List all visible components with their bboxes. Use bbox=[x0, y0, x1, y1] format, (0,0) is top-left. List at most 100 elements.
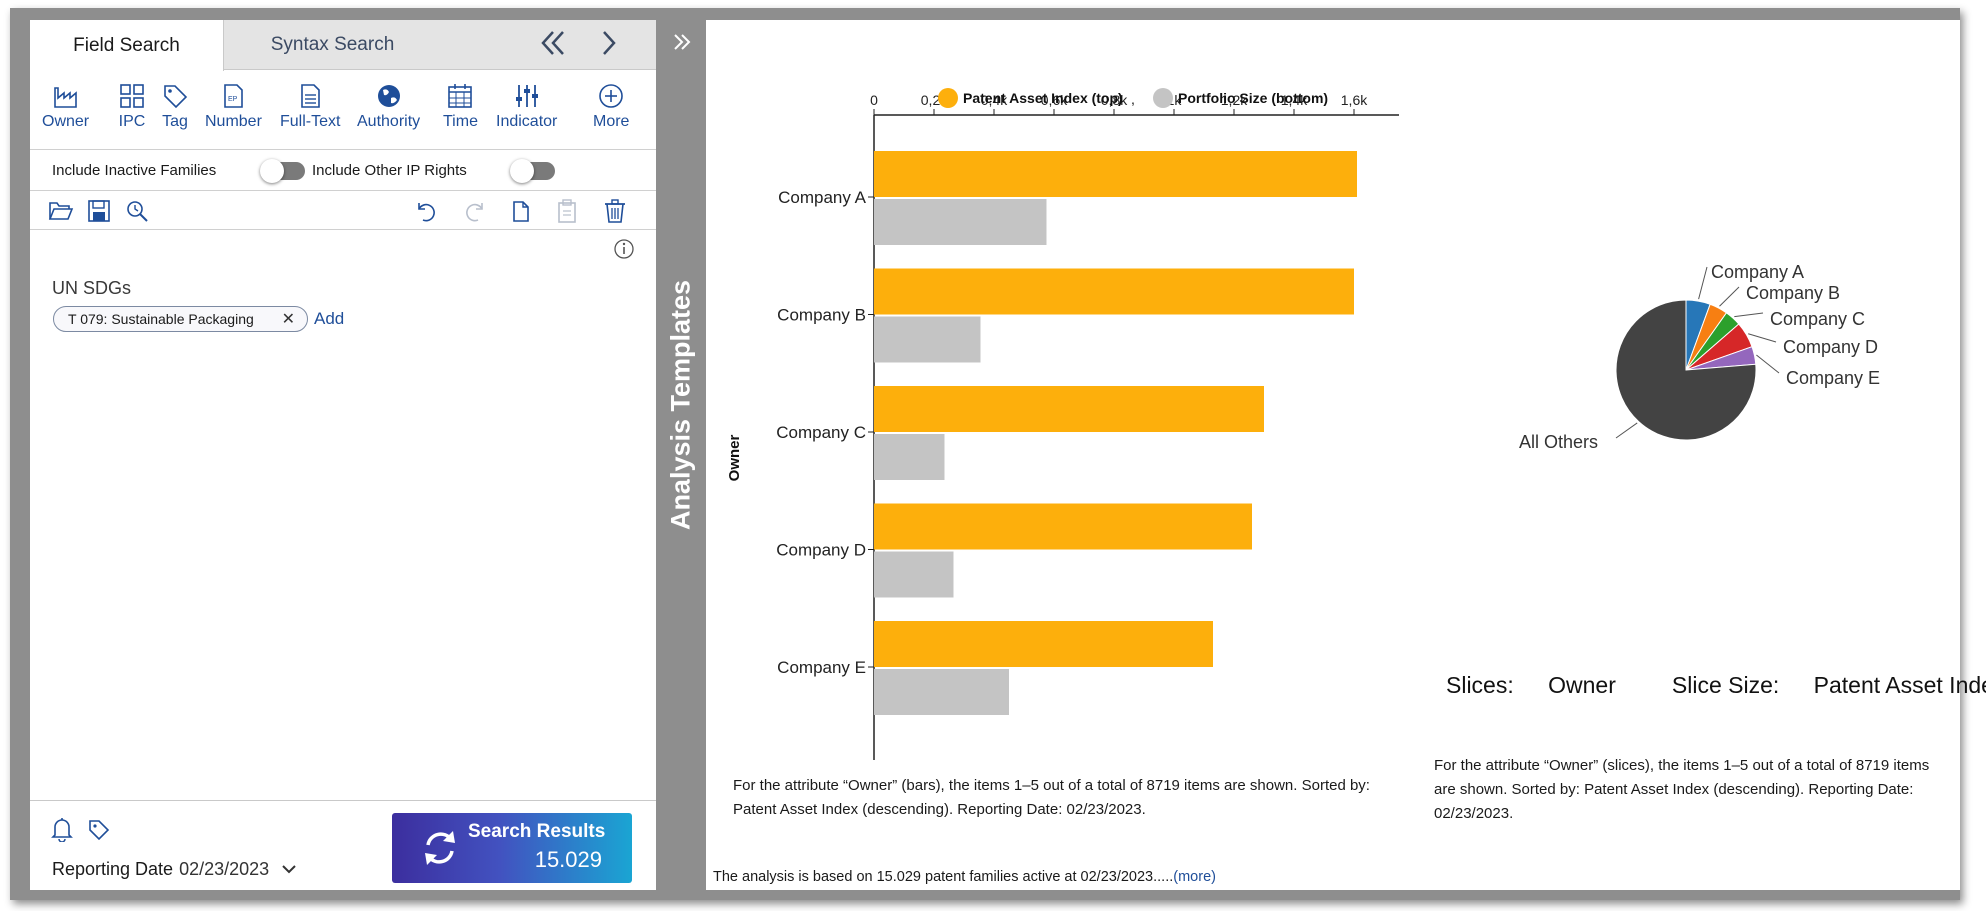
toolbar-time[interactable]: Time bbox=[443, 82, 478, 131]
globe-icon bbox=[377, 85, 400, 107]
bar-portfolio-size bbox=[874, 316, 981, 363]
bar-chart-footnote: For the attribute “Owner” (bars), the it… bbox=[733, 777, 1370, 818]
search-history-icon[interactable] bbox=[124, 198, 150, 224]
sdg-chip[interactable]: T 079: Sustainable Packaging ✕ bbox=[53, 306, 308, 332]
sliders-icon bbox=[515, 85, 538, 107]
pie-label: Company E bbox=[1786, 368, 1880, 388]
pie-label: All Others bbox=[1519, 432, 1598, 452]
pie-chart-footnote: For the attribute “Owner” (slices), the … bbox=[1434, 757, 1930, 822]
inactive-families-toggle[interactable] bbox=[260, 159, 305, 183]
toolbar-number[interactable]: EP Number bbox=[205, 82, 262, 131]
slices-label: Slices: bbox=[1446, 672, 1514, 698]
search-results-button[interactable]: Search Results 15.029 bbox=[392, 813, 632, 883]
search-tabs: Field Search Syntax Search bbox=[30, 20, 656, 71]
x-tick-label: 0,8k bbox=[1101, 92, 1128, 108]
other-ip-rights-toggle[interactable] bbox=[510, 159, 555, 183]
tag-icon bbox=[164, 85, 188, 109]
bar-portfolio-size bbox=[874, 434, 945, 480]
toolbar-authority-label: Authority bbox=[357, 113, 421, 130]
legend-marker-patent-asset-index bbox=[938, 88, 958, 108]
paste-icon[interactable] bbox=[554, 198, 580, 224]
toggle-knob bbox=[260, 159, 284, 183]
refresh-icon bbox=[425, 831, 455, 865]
legend-label-patent-asset-index: Patent Asset Index (top) bbox=[963, 90, 1123, 106]
search-panel: Field Search Syntax Search Owner IPC Tag… bbox=[30, 20, 656, 890]
search-results-label: Search Results bbox=[468, 821, 606, 842]
slices-value: Owner bbox=[1548, 672, 1616, 698]
close-icon[interactable]: ✕ bbox=[281, 311, 295, 328]
more-link[interactable]: (more) bbox=[1173, 869, 1216, 885]
y-tick-label: Company D bbox=[776, 541, 866, 560]
ep-document-icon: EP bbox=[224, 84, 244, 108]
bar-portfolio-size bbox=[874, 551, 954, 598]
inactive-families-label: Include Inactive Families bbox=[52, 162, 217, 179]
chevron-right-icon[interactable] bbox=[600, 28, 618, 64]
bar-patent-asset-index bbox=[874, 151, 1357, 197]
toolbar-indicator[interactable]: Indicator bbox=[496, 82, 557, 131]
toolbar-full-text[interactable]: Full-Text bbox=[280, 82, 340, 131]
folder-open-icon[interactable] bbox=[48, 198, 74, 224]
bar-patent-asset-index bbox=[874, 268, 1354, 315]
x-tick-label: 0 bbox=[870, 92, 878, 108]
pie-label: Company C bbox=[1770, 309, 1865, 329]
toolbar-more-label: More bbox=[593, 113, 630, 130]
grid-icon bbox=[120, 84, 144, 108]
y-tick-label: Company A bbox=[778, 188, 867, 207]
redo-icon[interactable] bbox=[462, 198, 488, 224]
bar-patent-asset-index bbox=[874, 621, 1213, 667]
tag-icon[interactable] bbox=[87, 818, 111, 842]
un-sdgs-label: UN SDGs bbox=[52, 278, 132, 298]
slice-size-text: Slice Size: Patent Asset Index bbox=[1672, 672, 1986, 698]
other-ip-rights-label: Include Other IP Rights bbox=[312, 162, 467, 179]
double-chevron-right-icon[interactable] bbox=[672, 28, 692, 59]
reporting-date-label: Reporting Date bbox=[52, 859, 174, 879]
toolbar-more[interactable]: More bbox=[593, 82, 629, 131]
undo-icon[interactable] bbox=[413, 198, 439, 224]
bottom-bar: Reporting Date 02/23/2023 Search Results … bbox=[30, 800, 656, 890]
toggle-knob bbox=[510, 159, 534, 183]
analysis-templates-title: Analysis Templates bbox=[665, 279, 696, 531]
field-toolbar: Owner IPC Tag EP Number Full-Text Author… bbox=[30, 72, 656, 150]
legend-separator: , bbox=[1131, 91, 1135, 107]
toolbar-tag[interactable]: Tag bbox=[161, 82, 189, 131]
reporting-date-value: 02/23/2023 bbox=[179, 859, 270, 879]
copy-icon[interactable] bbox=[508, 198, 534, 224]
x-tick-label: 0,4k bbox=[981, 92, 1008, 108]
factory-icon bbox=[53, 87, 77, 108]
y-tick-label: Company B bbox=[777, 306, 866, 325]
double-chevron-left-icon[interactable] bbox=[540, 28, 566, 64]
bar-portfolio-size bbox=[874, 199, 1047, 245]
y-axis-label: Owner bbox=[726, 435, 743, 482]
y-tick-label: Company C bbox=[776, 423, 866, 442]
legend-label-portfolio-size: Portfolio Size (bottom) bbox=[1178, 90, 1328, 106]
pie-leader-line bbox=[1756, 354, 1780, 374]
toolbar-authority[interactable]: Authority bbox=[357, 82, 420, 131]
x-tick-label: 1,2k bbox=[1221, 92, 1248, 108]
pie-label: Company D bbox=[1783, 337, 1878, 357]
pie-label: Company B bbox=[1746, 283, 1840, 303]
trash-icon[interactable] bbox=[602, 198, 628, 224]
save-icon[interactable] bbox=[86, 198, 112, 224]
pie-label: Company A bbox=[1711, 262, 1804, 282]
info-icon[interactable] bbox=[613, 238, 635, 260]
slice-settings: Slices: Owner Slice Size: Patent Asset In… bbox=[1446, 672, 1986, 699]
bell-icon[interactable] bbox=[50, 816, 74, 842]
toolbar-indicator-label: Indicator bbox=[496, 113, 558, 130]
analysis-templates-strip[interactable]: Analysis Templates bbox=[656, 20, 706, 890]
tab-syntax-search[interactable]: Syntax Search bbox=[270, 34, 395, 55]
reporting-date[interactable]: Reporting Date 02/23/2023 bbox=[52, 859, 297, 880]
x-tick-label: 0,6k bbox=[1041, 92, 1068, 108]
pie-leader-line bbox=[1698, 266, 1708, 300]
pie-leader-line bbox=[1719, 286, 1740, 307]
toolbar-ipc-label: IPC bbox=[118, 113, 146, 130]
toolbar-owner[interactable]: Owner bbox=[42, 82, 89, 131]
legend-marker-portfolio-size bbox=[1153, 88, 1173, 108]
chevron-down-icon[interactable] bbox=[281, 859, 297, 880]
bar-portfolio-size bbox=[874, 669, 1009, 715]
add-link[interactable]: Add bbox=[314, 309, 345, 328]
toolbar-ipc[interactable]: IPC bbox=[118, 82, 146, 131]
pie-leader-line bbox=[1615, 422, 1638, 439]
toolbar-full-text-label: Full-Text bbox=[280, 113, 341, 130]
tab-field-search[interactable]: Field Search bbox=[30, 20, 224, 71]
